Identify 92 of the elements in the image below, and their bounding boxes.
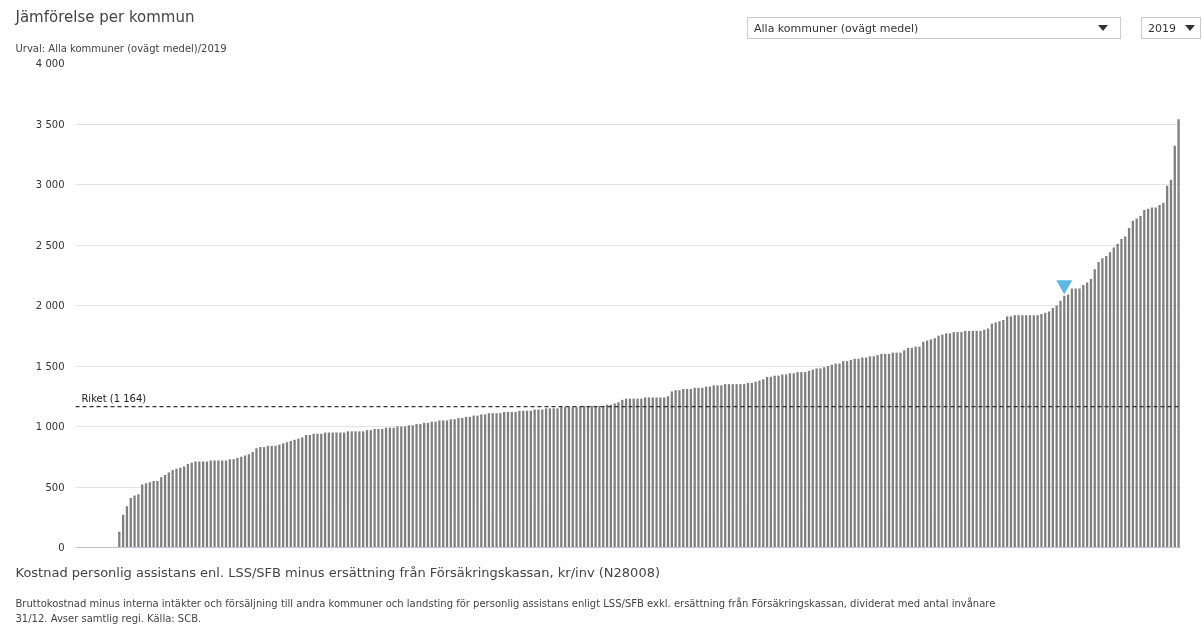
y-tick-label: 2 000 [35,300,65,311]
control: 2019 [1141,17,1201,39]
bar [697,387,700,548]
chart-subtitle: Urval: Alla kommuner (ovägt medel)/2019 [15,42,227,54]
bar [438,420,441,548]
bar [918,346,921,548]
bar [335,432,338,548]
bar [152,480,155,548]
ref-line-label: Riket (1 164) [81,392,147,404]
bar [1097,261,1100,548]
bar [716,385,719,548]
bar [156,480,159,548]
y-tick-label: 500 [45,481,65,493]
bar [537,409,540,548]
bar [1120,238,1123,548]
bar [880,353,883,548]
bar [777,375,780,548]
bar [739,384,742,548]
bar [175,468,178,548]
bar [1078,288,1081,548]
text: Kostnad personlig assistans enl. LSS/SFB minus ersättning från Försäkringskassan, kr/inv (N28008) [15,564,660,580]
bar [358,431,361,548]
bar [819,368,822,548]
text: Bruttokostnad minus interna intäkter och försäljning till andra kommuner och landsting för personlig assistans enligt LSS/SFB exkl. ersättning från Försäkringskassan, dividerat med antal invånare [15,596,996,609]
bar [297,438,300,548]
y-tick-label: 0 [58,542,65,553]
bar [735,384,738,548]
bar [377,428,380,548]
y-tick-label: 4 000 [35,58,65,69]
bar [857,358,860,548]
bar [133,495,136,548]
bar [274,445,277,548]
bar [415,424,418,548]
chart-title: Jämförelse per kommun [14,7,195,26]
y-tick-label: 1 500 [35,360,65,372]
bar [758,380,761,548]
bar [457,418,460,548]
bar [434,421,437,548]
y-tick-label: 1 000 [35,421,65,432]
bar [213,460,216,548]
y-tick-label: 3 000 [35,179,65,190]
bar [659,397,662,548]
bar [674,390,677,548]
bar [575,407,578,548]
bar [453,419,456,548]
bar [1158,205,1161,548]
bar [194,461,197,548]
bar [815,368,818,548]
bar [514,411,517,548]
bar [960,332,963,548]
bar [937,335,940,548]
bar [617,402,620,548]
bar [1059,300,1062,548]
bar [800,372,803,548]
bar [899,352,902,548]
bar [354,431,357,548]
bar [594,405,597,548]
bar [636,398,639,548]
bar [598,405,601,548]
bar [232,459,235,548]
text: 31/12. Avser samtlig regi. Källa: SCB. [15,612,202,624]
bar [236,457,239,548]
bar [293,439,296,548]
bar [1017,315,1020,548]
bar [1116,243,1119,548]
bar [373,428,376,548]
bar [1036,315,1039,548]
bar [1021,315,1024,548]
bar [876,355,879,548]
bar [979,330,982,548]
bar [495,413,498,548]
bar [556,408,559,548]
bar [956,332,959,548]
y-tick-label: 2 500 [35,239,65,251]
bar [316,433,319,548]
bar [217,460,220,548]
bar [895,352,898,548]
bar [655,397,658,548]
bar [1040,313,1043,548]
bar [579,407,582,548]
bar [476,415,479,548]
bar [838,363,841,548]
bar [1101,258,1104,548]
control: Alla kommuner (ovägt medel) [747,17,1121,39]
bar [1177,119,1180,548]
bar [255,448,258,548]
bar [998,321,1001,548]
bar [396,426,399,548]
bar [518,410,521,548]
bar [796,372,799,548]
y-tick-label: 3 500 [35,118,65,130]
bar [678,390,681,548]
